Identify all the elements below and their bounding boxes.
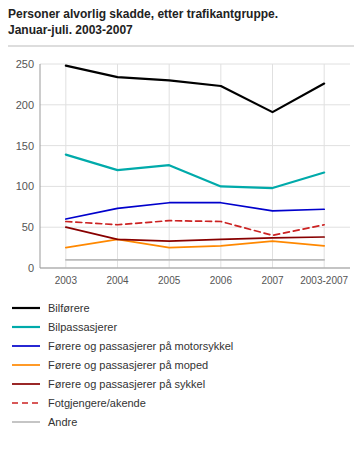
- legend-swatch: [12, 383, 40, 385]
- y-tick-label: 100: [16, 180, 34, 192]
- y-tick-label: 0: [28, 262, 34, 274]
- legend-label: Fotgjengere/akende: [48, 397, 146, 409]
- legend-label: Førere og passasjerer på motorsykkel: [48, 340, 233, 352]
- series-line: [66, 66, 324, 113]
- y-grid-line: [40, 104, 350, 105]
- legend-label: Førere og passasjerer på sykkel: [48, 378, 205, 390]
- legend-swatch: [12, 402, 40, 404]
- legend-swatch: [12, 326, 40, 328]
- x-tick-label: 2004: [106, 275, 129, 286]
- y-tick-label: 250: [16, 58, 34, 70]
- title: Personer alvorlig skadde, etter trafikan…: [8, 7, 278, 21]
- legend-swatch: [12, 307, 40, 309]
- legend-label: Bilpassasjerer: [48, 321, 117, 333]
- legend-label: Førere og passasjerer på moped: [48, 359, 208, 371]
- legend-swatch: [12, 345, 40, 347]
- legend-label: Bilførere: [48, 302, 90, 314]
- grid: [40, 64, 350, 268]
- y-grid-line: [40, 227, 350, 228]
- lines: [66, 66, 324, 260]
- x-grid-line: [220, 64, 221, 268]
- y-axis-line: [40, 64, 41, 268]
- legend-swatch: [12, 421, 40, 423]
- axes: 0 50 100 150 200 250 2003 2004 2005 2006 2007 2003-…: [16, 58, 350, 286]
- legend-label: Andre: [48, 416, 77, 428]
- legend: Bilførere Bilpassasjerer Førere og passasj…: [12, 302, 233, 428]
- x-tick-label: 2003: [55, 275, 78, 286]
- y-tick-label: 50: [22, 221, 34, 233]
- series-line: [66, 259, 324, 261]
- legend-swatch: [12, 364, 40, 366]
- y-tick-label: 150: [16, 140, 34, 152]
- subtitle: Januar-juli. 2003-2007: [8, 23, 133, 37]
- x-axis-line: [40, 268, 350, 269]
- y-grid-line: [40, 64, 350, 65]
- x-tick-label: 2003-2007: [300, 275, 348, 286]
- x-grid-line: [65, 64, 66, 268]
- series-line: [66, 203, 324, 219]
- y-grid-line: [40, 186, 350, 187]
- chart: Personer alvorlig skadde, etter trafikan…: [0, 0, 362, 461]
- series-line: [66, 155, 324, 188]
- x-tick-label: 2007: [261, 275, 284, 286]
- x-grid-line: [117, 64, 118, 268]
- x-tick-label: 2005: [158, 275, 181, 286]
- y-grid-line: [40, 145, 350, 146]
- series-line: [66, 221, 324, 236]
- y-grid-line: [40, 268, 350, 269]
- y-tick-label: 200: [16, 99, 34, 111]
- x-tick-label: 2006: [210, 275, 233, 286]
- series-line: [66, 227, 324, 241]
- separator: [8, 46, 354, 47]
